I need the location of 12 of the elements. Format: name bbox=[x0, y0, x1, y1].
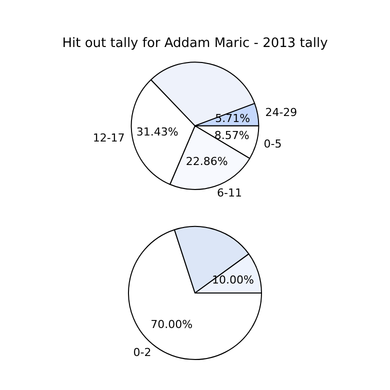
data-label: 5.71% bbox=[215, 112, 250, 125]
slice-label: 24-29 bbox=[265, 106, 298, 119]
data-label: 8.57% bbox=[214, 128, 250, 142]
data-label: 70.00% bbox=[150, 318, 193, 332]
data-label: 22.86% bbox=[186, 155, 228, 168]
slice-label: 0-2 bbox=[133, 346, 152, 360]
data-label: 31.43% bbox=[136, 125, 178, 138]
slice-label: 12-17 bbox=[92, 131, 125, 144]
slice-label: 6-11 bbox=[217, 186, 242, 200]
chart-title: Hit out tally for Addam Maric - 2013 tally bbox=[62, 36, 328, 52]
slice-label: 0-5 bbox=[264, 138, 282, 151]
data-label: 10.00% bbox=[212, 274, 254, 287]
